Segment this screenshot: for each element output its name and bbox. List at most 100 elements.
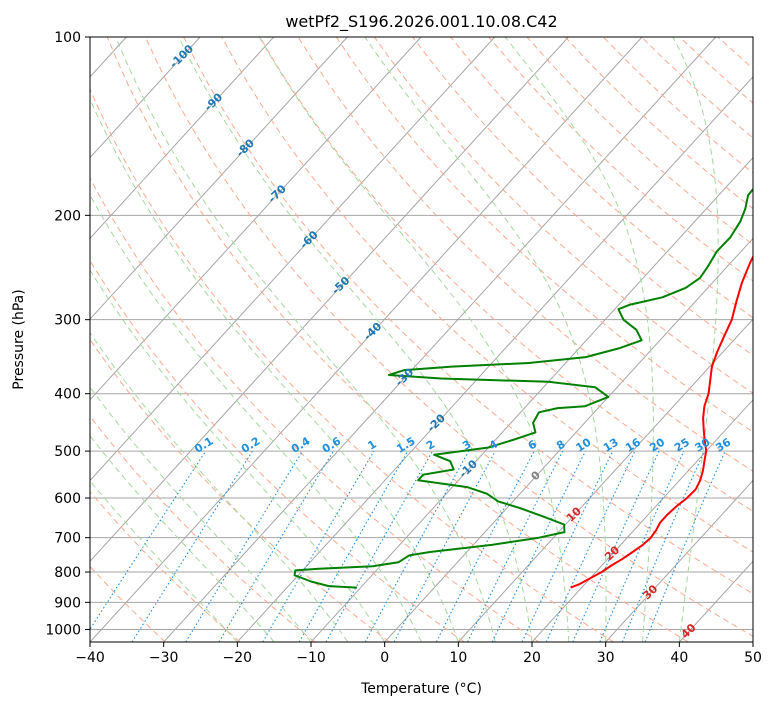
x-tick-label: −40 [75, 650, 105, 666]
mixing-ratio-label: 0.4 [289, 434, 313, 456]
dry-adiabat [221, 37, 753, 553]
plot-frame [89, 36, 754, 643]
mixing-ratio-line [621, 450, 705, 642]
isotherm-line [90, 37, 496, 482]
moist-adiabat [90, 386, 312, 642]
isotherm-line [457, 318, 753, 642]
x-tick-label: 10 [449, 650, 467, 666]
mixing-ratio-line [218, 450, 334, 642]
mixing-ratio-line [393, 450, 496, 642]
dry-adiabat [756, 37, 775, 642]
moist-adiabat [364, 37, 607, 642]
moist-adiabat [90, 269, 386, 642]
dry-adiabat [564, 37, 753, 210]
y-tick-label: 600 [54, 491, 81, 507]
dry-adiabat [106, 37, 689, 642]
isotherm-line [752, 641, 753, 642]
mixing-ratio-label: 13 [601, 436, 621, 455]
isotherm-line [90, 37, 569, 563]
moist-adiabat [115, 37, 496, 642]
x-axis-label: Temperature (°C) [360, 681, 482, 697]
mixing-ratio-label: 30 [693, 435, 713, 454]
moist-adiabat [672, 37, 719, 642]
mixing-ratio-label: 10 [574, 435, 594, 454]
mixing-ratio-label: 20 [647, 435, 667, 454]
isotherm-line [605, 479, 753, 642]
x-tick-label: 50 [744, 650, 762, 666]
y-tick-label: 500 [54, 444, 81, 460]
isotherm-line [90, 37, 643, 642]
mixing-ratio-label: 0.1 [192, 434, 215, 455]
isotherm-line [384, 237, 753, 642]
mixing-ratio-line [572, 450, 660, 642]
mixing-ratio-label: 1.5 [394, 434, 417, 455]
moist-adiabat [504, 37, 654, 642]
x-tick-label: −10 [296, 650, 326, 666]
moist-adiabat [178, 37, 533, 642]
dry-adiabat [259, 37, 753, 512]
isotherm-line [90, 37, 422, 401]
mixing-ratio-label: 6 [526, 437, 540, 452]
dry-adiabat [90, 565, 166, 642]
dry-adiabat [90, 259, 465, 642]
dry-adiabat [183, 37, 753, 595]
isotherm-line [531, 399, 753, 642]
dry-adiabat [90, 415, 316, 642]
mixing-ratio-line [364, 450, 470, 642]
dewpoint-profile [293, 187, 753, 589]
moist-adiabat [90, 331, 349, 642]
mixing-ratio-line [262, 450, 375, 642]
dry-adiabat [90, 490, 241, 642]
mixing-ratio-line [131, 450, 254, 642]
x-tick-label: −20 [223, 650, 253, 666]
isotherm-line [678, 560, 753, 642]
chart-title: wetPf2_S196.2026.001.10.08.C42 [285, 12, 557, 32]
mixing-ratio-label: 0.6 [320, 434, 344, 456]
y-tick-label: 300 [54, 313, 81, 329]
isotherm-line [90, 37, 348, 320]
moist-adiabat [90, 98, 459, 642]
dry-adiabat [90, 338, 390, 642]
mixing-ratio-label: 25 [672, 436, 692, 455]
mixing-ratio-label: 16 [623, 435, 643, 454]
temperature-profile [570, 254, 753, 589]
dry-adiabat [641, 37, 753, 139]
x-tick-label: 40 [670, 650, 688, 666]
mixing-ratio-line [185, 450, 304, 642]
mixing-ratio-label: 36 [713, 435, 733, 454]
dry-adiabat [90, 176, 540, 642]
y-tick-label: 400 [54, 387, 81, 403]
mixing-ratio-label: 1 [365, 438, 378, 453]
mixing-ratio-line [644, 450, 726, 642]
dry-adiabat [145, 37, 753, 637]
moist-adiabat [90, 435, 275, 642]
isotherm-line [310, 156, 753, 642]
isotherm-line [163, 37, 717, 642]
mixing-ratio-line [599, 450, 685, 642]
x-tick-label: −30 [149, 650, 179, 666]
mixing-ratio-label: 8 [554, 438, 567, 453]
dry-adiabat [335, 37, 753, 433]
dry-adiabat [679, 37, 753, 104]
mixing-ratio-line [467, 450, 564, 642]
moist-adiabat [90, 479, 238, 642]
x-tick-label: 30 [597, 650, 615, 666]
moist-adiabat [90, 193, 422, 642]
x-tick-label: 0 [380, 650, 389, 666]
mixing-ratio-label: 2 [424, 438, 437, 453]
dry-adiabat [412, 37, 753, 356]
y-tick-label: 800 [54, 565, 81, 581]
isotherm-line [90, 37, 201, 159]
mixing-ratio-line [90, 450, 207, 631]
dry-adiabat [90, 88, 614, 642]
y-tick-label: 200 [54, 208, 81, 224]
mixing-ratio-line [325, 450, 433, 642]
y-tick-label: 1000 [45, 622, 81, 638]
y-tick-label: 700 [54, 531, 81, 547]
y-tick-label: 900 [54, 595, 81, 611]
x-tick-label: 20 [523, 650, 541, 666]
moist-adiabat [258, 37, 570, 642]
dry-adiabat [450, 37, 753, 319]
mixing-ratio-label: 0.2 [239, 434, 262, 455]
dry-adiabat [717, 37, 753, 70]
